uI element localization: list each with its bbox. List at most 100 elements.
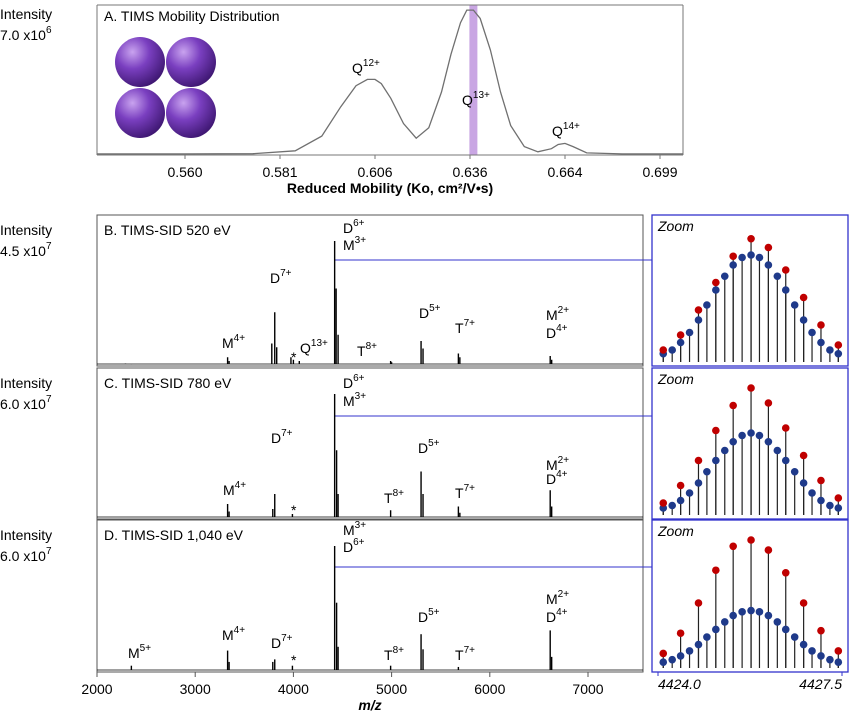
ion-label-main: M xyxy=(128,645,140,661)
ion-label-sup: 8+ xyxy=(393,645,405,656)
isotope-dot xyxy=(764,399,773,407)
ion-label-main: T xyxy=(384,647,393,663)
isotope-dot xyxy=(799,293,808,302)
ion-label-sup: 6+ xyxy=(353,373,365,384)
peak-label-main: Q xyxy=(462,92,473,108)
isotope-dot xyxy=(694,456,703,465)
ion-label: T8+ xyxy=(384,645,404,663)
peak-label-main: Q xyxy=(352,60,363,76)
isotope-dot xyxy=(817,476,825,485)
cluster-icon xyxy=(115,37,216,138)
y-axis-title: Intensity xyxy=(0,527,52,543)
ion-label-sup: 7+ xyxy=(281,633,293,644)
ion-label: D7+ xyxy=(271,428,293,446)
isotope-dot xyxy=(817,496,825,505)
isotope-dot xyxy=(817,652,825,660)
isotope-dot xyxy=(676,652,685,660)
panel-title: C. TIMS-SID 780 eV xyxy=(104,375,232,391)
isotope-dot xyxy=(676,629,685,638)
ion-label-main: Q xyxy=(300,340,311,356)
isotope-dot xyxy=(712,566,720,575)
isotope-dot xyxy=(764,261,773,269)
ion-label-sup: 5+ xyxy=(428,438,440,449)
isotope-dot xyxy=(790,467,799,476)
isotope-dot xyxy=(826,655,834,664)
isotope-dot xyxy=(747,384,755,392)
zoom-frame xyxy=(651,214,849,367)
x-tick-label: 7000 xyxy=(572,681,603,697)
y-scale-label-sup: 7 xyxy=(46,241,52,252)
panel-title: B. TIMS-SID 520 eV xyxy=(104,222,231,238)
ion-label-main: D xyxy=(419,305,429,321)
y-scale-label-main: 7.0 x10 xyxy=(0,27,46,43)
ion-label: M4+ xyxy=(222,333,245,351)
ion-label-sup: 7+ xyxy=(281,428,293,439)
ion-label-main: D xyxy=(418,609,428,625)
ion-label-sup: 8+ xyxy=(393,488,405,499)
ion-label-main: M xyxy=(222,627,234,643)
x-tick-label: 0.606 xyxy=(357,164,392,180)
x-tick-label: 3000 xyxy=(180,681,211,697)
ion-label-sup: 7+ xyxy=(464,483,476,494)
isotope-dot xyxy=(799,479,808,487)
ion-label-main: D xyxy=(343,539,353,555)
x-tick-label: 4000 xyxy=(278,681,309,697)
isotope-dot xyxy=(668,501,676,510)
isotope-dot xyxy=(747,429,755,437)
ion-label: D6+ xyxy=(343,537,365,555)
ion-label-sup: 3+ xyxy=(355,391,367,402)
ion-label: D4+ xyxy=(546,607,568,625)
y-axis-title: Intensity xyxy=(0,375,52,391)
isotope-dot xyxy=(755,608,764,616)
isotope-dot xyxy=(799,316,808,324)
y-scale-label: 6.0 x107 xyxy=(0,546,52,564)
ion-label: M4+ xyxy=(223,480,246,498)
ion-label: T8+ xyxy=(384,488,404,506)
ion-label: D4+ xyxy=(546,469,568,487)
panel-title: D. TIMS-SID 1,040 eV xyxy=(104,527,244,543)
ion-label-sup: 3+ xyxy=(355,520,367,531)
isotope-dot xyxy=(773,618,782,626)
isotope-dot xyxy=(826,346,834,354)
isotope-dot xyxy=(659,346,668,354)
ion-label-main: T xyxy=(455,485,464,501)
x-tick-label: 0.636 xyxy=(452,164,487,180)
ion-label-main: M xyxy=(546,457,558,473)
ion-label-main: M xyxy=(343,522,355,538)
ion-label: T8+ xyxy=(357,341,377,359)
x-axis-title: Reduced Mobility (Ko, cm²/V•s) xyxy=(287,180,493,196)
isotope-dot xyxy=(773,446,782,455)
ion-label: D5+ xyxy=(418,607,440,625)
ion-label-sup: 4+ xyxy=(235,480,247,491)
ion-label: M4+ xyxy=(222,625,245,643)
isotope-dot xyxy=(808,328,816,337)
ion-label-main: D xyxy=(343,220,353,236)
ion-label-sup: 3+ xyxy=(355,235,367,246)
isotope-dot xyxy=(703,633,711,641)
highlight-band xyxy=(469,5,478,155)
ion-label-main: * xyxy=(291,652,297,668)
ion-label: M2+ xyxy=(546,455,569,473)
ion-label-sup: 7+ xyxy=(464,645,476,656)
ion-label-sup: 4+ xyxy=(556,469,568,480)
isotope-dot xyxy=(685,328,694,337)
isotope-dot xyxy=(729,401,737,410)
isotope-dot xyxy=(764,546,773,554)
ion-label-sup: 5+ xyxy=(140,643,152,654)
isotope-dot xyxy=(694,316,703,324)
zoom-frame xyxy=(651,367,849,520)
peak-label: Q12+ xyxy=(352,58,380,76)
ion-label-sup: 2+ xyxy=(558,589,570,600)
isotope-dot xyxy=(808,647,816,655)
isotope-dot xyxy=(694,640,703,649)
isotope-dot xyxy=(659,649,668,658)
isotope-dot xyxy=(781,424,790,432)
y-scale-label: 6.0 x107 xyxy=(0,394,52,412)
isotope-dot xyxy=(799,599,808,607)
x-tick-label: 4427.5 xyxy=(799,676,842,692)
zoom-title: Zoom xyxy=(657,523,694,539)
isotope-dot xyxy=(799,451,808,460)
isotope-dot xyxy=(676,331,685,339)
ion-label-sup: 2+ xyxy=(558,455,570,466)
y-scale-label: 7.0 x106 xyxy=(0,25,52,43)
